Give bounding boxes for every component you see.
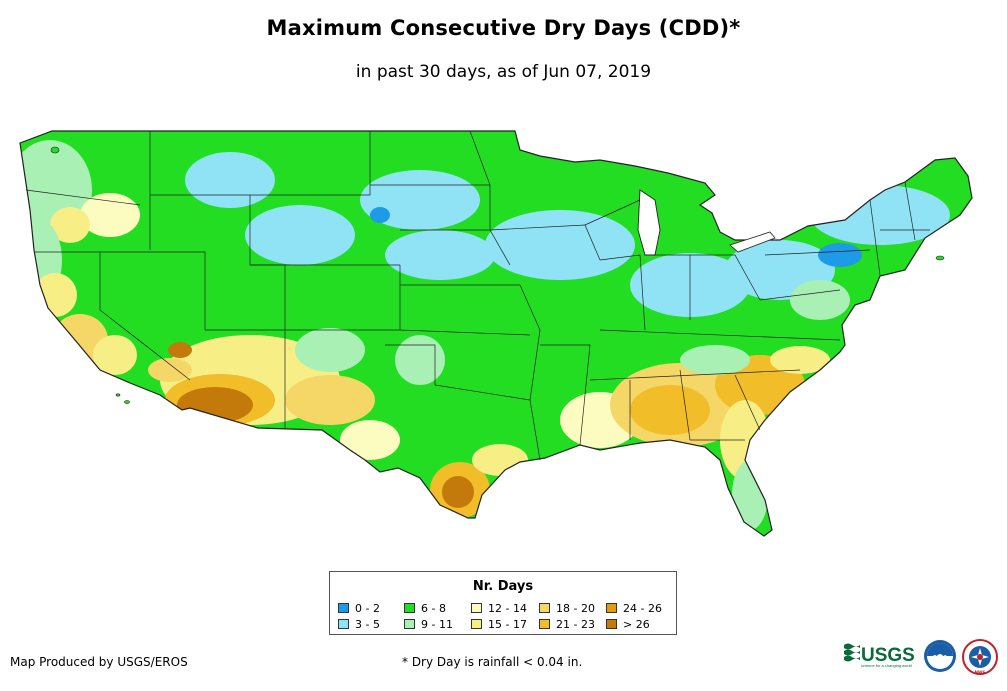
legend-label: 9 - 11 <box>421 618 453 631</box>
legend-label: 24 - 26 <box>623 602 662 615</box>
legend-item-6-8: 6 - 8 <box>404 602 446 616</box>
legend-title: Nr. Days <box>472 579 534 594</box>
noaa-text: noaa <box>933 654 947 660</box>
noaa-logo-icon: noaa <box>924 640 956 672</box>
map-subtitle: in past 30 days, as of Jun 07, 2019 <box>355 62 652 82</box>
legend-item-0-2: 0 - 2 <box>338 602 380 616</box>
usgs-wordmark: USGS <box>861 645 915 666</box>
legend-label: > 26 <box>623 618 650 631</box>
legend-swatch <box>539 619 550 629</box>
coastal-islands <box>50 146 945 404</box>
legend-swatch <box>404 603 415 613</box>
lake-erie <box>729 231 776 253</box>
legend-swatch <box>404 619 415 629</box>
cdd-raster <box>20 131 972 536</box>
legend-item-12-14: 12 - 14 <box>471 602 527 616</box>
legend-swatch <box>471 603 482 613</box>
legend-label: 12 - 14 <box>488 602 527 615</box>
legend-item-18-20: 18 - 20 <box>539 602 595 616</box>
legend-label: 3 - 5 <box>355 618 380 631</box>
legend-swatch <box>606 619 617 629</box>
legend-item-9-11: 9 - 11 <box>404 618 453 632</box>
legend-swatch <box>338 619 349 629</box>
legend-item-3-5: 3 - 5 <box>338 618 380 632</box>
legend-label: 15 - 17 <box>488 618 527 631</box>
usgs-logo-icon: USGS science for a changing world <box>844 643 915 668</box>
legend-item-24-26: 24 - 26 <box>606 602 662 616</box>
us-outline <box>19 130 973 537</box>
legend-swatch <box>471 619 482 629</box>
legend-label: 0 - 2 <box>355 602 380 615</box>
legend-swatch <box>539 603 550 613</box>
usgs-tagline: science for a changing world <box>861 663 912 668</box>
legend-item-gt-26: > 26 <box>606 618 650 632</box>
map-title: Maximum Consecutive Dry Days (CDD)* <box>266 16 741 40</box>
legend-label: 18 - 20 <box>556 602 595 615</box>
legend-label: 21 - 23 <box>556 618 595 631</box>
nws-logo-icon: NWS <box>962 639 998 675</box>
legend-swatch <box>338 603 349 613</box>
legend-label: 6 - 8 <box>421 602 446 615</box>
legend-item-21-23: 21 - 23 <box>539 618 595 632</box>
nws-text: NWS <box>975 670 986 675</box>
legend-swatch <box>606 603 617 613</box>
legend-item-15-17: 15 - 17 <box>471 618 527 632</box>
footnote-text: * Dry Day is rainfall < 0.04 in. <box>402 655 583 669</box>
legend: Nr. Days 0 - 2 3 - 5 6 - 8 9 - 11 12 - 1… <box>329 571 677 635</box>
state-boundaries <box>25 130 930 461</box>
credit-text: Map Produced by USGS/EROS <box>10 655 188 669</box>
